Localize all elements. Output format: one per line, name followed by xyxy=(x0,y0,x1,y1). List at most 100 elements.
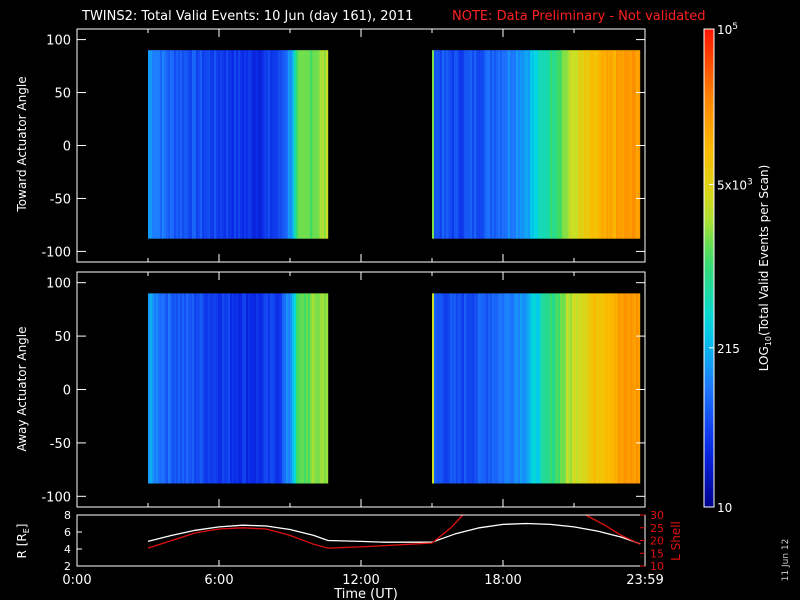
heatmap-strip xyxy=(224,293,227,484)
heatmap-strip xyxy=(586,50,589,239)
heatmap-strip xyxy=(302,293,305,484)
heatmap-strip xyxy=(310,293,313,484)
heatmap-strip xyxy=(450,50,453,239)
heatmap-strip xyxy=(436,50,439,239)
heatmap-strip xyxy=(218,50,221,239)
heatmap-strip xyxy=(326,50,329,239)
heatmap-strip xyxy=(628,50,631,239)
heatmap-strip xyxy=(320,293,323,484)
heatmap-strip xyxy=(178,50,181,239)
heatmap-strip xyxy=(514,50,517,239)
heatmap-strip xyxy=(248,293,251,484)
heatmap-strip xyxy=(312,293,315,484)
heatmap-strip xyxy=(436,293,439,484)
heatmap-strip xyxy=(464,50,467,239)
heatmap-strip xyxy=(228,50,231,239)
heatmap-strip xyxy=(252,50,255,239)
heatmap-strip xyxy=(518,50,521,239)
lshell-tick-label: 25 xyxy=(650,522,664,535)
lshell-tick-label: 20 xyxy=(650,535,664,548)
y-tick-label: -50 xyxy=(50,437,71,452)
y-tick-label: 50 xyxy=(54,330,71,345)
heatmap-strip xyxy=(224,50,227,239)
heatmap-strip xyxy=(494,50,497,239)
heatmap-strip xyxy=(238,50,241,239)
heatmap-strip xyxy=(578,50,581,239)
heatmap-strip xyxy=(322,293,325,484)
heatmap-strip xyxy=(620,293,623,484)
heatmap-strip xyxy=(270,50,273,239)
heatmap-strip xyxy=(614,293,617,484)
heatmap-strip xyxy=(604,50,607,239)
heatmap-strip xyxy=(542,50,545,239)
heatmap-strip xyxy=(150,293,153,484)
heatmap-strip xyxy=(500,293,503,484)
heatmap-strip xyxy=(522,293,525,484)
heatmap-strip xyxy=(252,293,255,484)
plot-title: TWINS2: Total Valid Events: 10 Jun (day … xyxy=(81,9,413,24)
heatmap-strip xyxy=(320,50,323,239)
heatmap-strip xyxy=(440,50,443,239)
heatmap-strip xyxy=(294,293,297,484)
heatmap-strip xyxy=(300,50,303,239)
heatmap-strip xyxy=(220,293,223,484)
heatmap-strip xyxy=(478,50,481,239)
heatmap-strip xyxy=(630,293,633,484)
heatmap-strip xyxy=(586,293,589,484)
heatmap-strip xyxy=(554,293,557,484)
heatmap-strip xyxy=(512,293,515,484)
heatmap-strip xyxy=(230,50,233,239)
heatmap-strip xyxy=(222,50,225,239)
heatmap-strip xyxy=(250,50,253,239)
away-angle-axis-label: Away Actuator Angle xyxy=(15,326,29,451)
heatmap-strip xyxy=(324,293,327,484)
heatmap-strip xyxy=(484,293,487,484)
toward-actuator-panel: 100 50 0 -50 -100 xyxy=(41,28,646,263)
heatmap-strip xyxy=(610,50,613,239)
heatmap-strip xyxy=(222,293,225,484)
heatmap-strip xyxy=(210,50,213,239)
heatmap-strip xyxy=(562,293,565,484)
heatmap-strip xyxy=(304,293,307,484)
heatmap-strip xyxy=(540,293,543,484)
heatmap-strip xyxy=(504,293,507,484)
heatmap-strip xyxy=(438,50,441,239)
heatmap-strip xyxy=(274,50,277,239)
heatmap-strip xyxy=(598,293,601,484)
heatmap-strip xyxy=(466,50,469,239)
heatmap-strip xyxy=(158,50,161,239)
heatmap-strip xyxy=(192,50,195,239)
heatmap-strip xyxy=(632,293,635,484)
heatmap-strip xyxy=(262,50,265,239)
heatmap-strip xyxy=(286,293,289,484)
heatmap-strip xyxy=(200,293,203,484)
heatmap-strip xyxy=(202,50,205,239)
heatmap-strip xyxy=(208,50,211,239)
heatmap-strip xyxy=(608,293,611,484)
lshell-line xyxy=(585,514,641,545)
heatmap-strip xyxy=(628,293,631,484)
heatmap-strip xyxy=(296,50,299,239)
heatmap-strip xyxy=(172,50,175,239)
heatmap-strip xyxy=(204,50,207,239)
heatmap-strip xyxy=(288,50,291,239)
heatmap-strip xyxy=(156,50,159,239)
colorbar-tick-label: 105 xyxy=(717,22,738,37)
heatmap-strip xyxy=(296,293,299,484)
heatmap-strip xyxy=(194,293,197,484)
heatmap-strip xyxy=(286,50,289,239)
heatmap-strip xyxy=(540,50,543,239)
heatmap-strip xyxy=(306,50,309,239)
heatmap-strip xyxy=(182,50,185,239)
heatmap-strip xyxy=(480,50,483,239)
heatmap-strip xyxy=(506,293,509,484)
heatmap-strip xyxy=(470,293,473,484)
heatmap-strip xyxy=(448,293,451,484)
heatmap-strip xyxy=(508,50,511,239)
heatmap-strip xyxy=(206,50,209,239)
heatmap-strip xyxy=(464,293,467,484)
heatmap-strip xyxy=(192,293,195,484)
heatmap-strip xyxy=(568,50,571,239)
heatmap-strip xyxy=(570,293,573,484)
heatmap-strip xyxy=(498,50,501,239)
